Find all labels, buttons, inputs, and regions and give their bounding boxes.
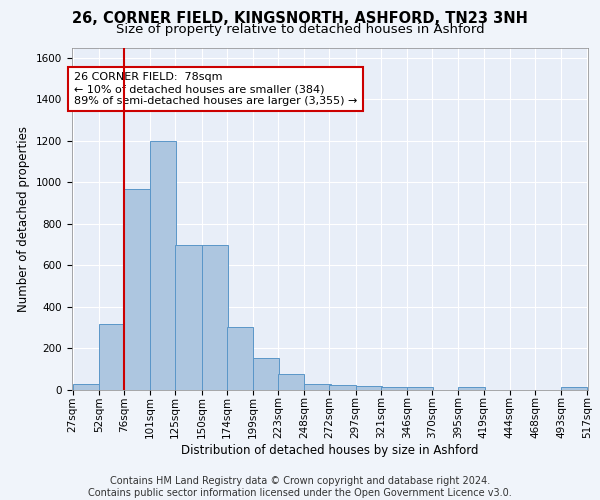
Bar (561, 387, 587, 390)
X-axis label: Distribution of detached houses by size in Ashford: Distribution of detached houses by size … (181, 444, 479, 457)
Bar (329, 385, 356, 390)
Text: Size of property relative to detached houses in Ashford: Size of property relative to detached ho… (116, 22, 484, 36)
Text: Contains HM Land Registry data © Crown copyright and database right 2024.
Contai: Contains HM Land Registry data © Crown c… (88, 476, 512, 498)
Bar (458, 387, 485, 390)
Bar (304, 384, 331, 390)
Bar (73, 384, 99, 390)
Bar (175, 244, 202, 390)
Bar (227, 326, 253, 390)
Bar (150, 141, 176, 390)
Bar (99, 324, 125, 390)
Bar (124, 188, 150, 390)
Y-axis label: Number of detached properties: Number of detached properties (17, 126, 31, 312)
Bar (381, 387, 407, 390)
Bar (356, 386, 382, 390)
Bar (202, 244, 228, 390)
Bar (278, 374, 304, 390)
Text: 26, CORNER FIELD, KINGSNORTH, ASHFORD, TN23 3NH: 26, CORNER FIELD, KINGSNORTH, ASHFORD, T… (72, 11, 528, 26)
Text: 26 CORNER FIELD:  78sqm
← 10% of detached houses are smaller (384)
89% of semi-d: 26 CORNER FIELD: 78sqm ← 10% of detached… (74, 72, 357, 106)
Bar (253, 358, 279, 390)
Bar (407, 387, 433, 390)
